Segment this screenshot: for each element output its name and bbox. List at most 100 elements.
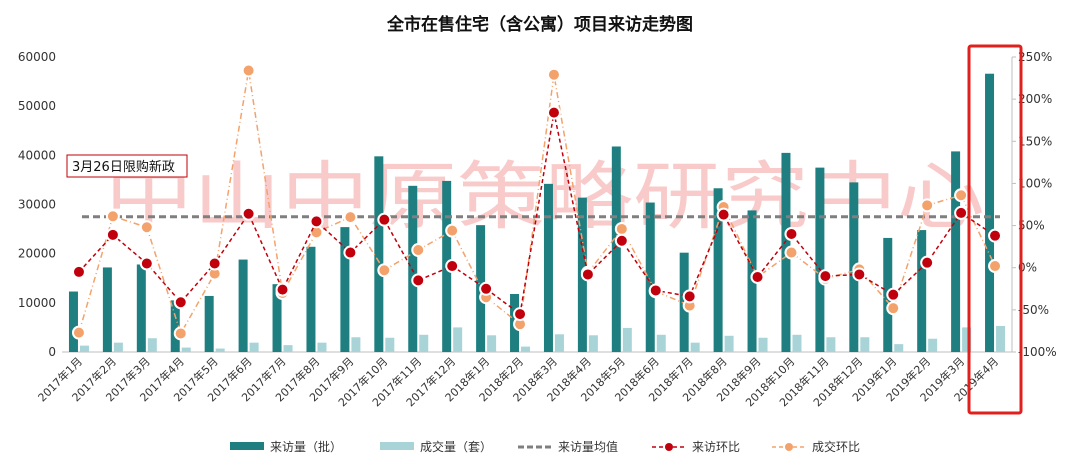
visits-mom-point (988, 228, 1003, 243)
right-tick-label: 0% (1018, 261, 1037, 275)
deals-bar (419, 334, 429, 352)
deals-bar (385, 337, 395, 352)
legend-label: 成交量（套） (420, 439, 492, 454)
visits-mom-point (105, 227, 120, 242)
visits-bar (68, 291, 78, 352)
visits-bar (611, 146, 621, 352)
visits-mom-point (479, 281, 494, 296)
visits-bar (374, 156, 384, 352)
deals-bar (351, 337, 361, 352)
deals-bar (996, 325, 1006, 352)
deals-bar (283, 345, 293, 352)
visits-mom-point (648, 283, 663, 298)
visits-mom-point (71, 264, 86, 279)
visits-mom-point (954, 205, 969, 220)
visits-mom-point (682, 289, 697, 304)
visits-bar (985, 73, 995, 352)
deals-bar (690, 342, 700, 352)
visits-mom-point (377, 212, 392, 227)
deals-bar (758, 337, 768, 352)
deals-mom-point (954, 188, 969, 203)
deals-bar (588, 335, 598, 352)
visits-mom-point (411, 273, 426, 288)
visits-bar (102, 267, 112, 352)
deals-bar (215, 348, 225, 352)
policy-annotation: 3月26日限购新政 (66, 154, 188, 178)
visits-mom-point (343, 245, 358, 260)
visits-mom-point (139, 256, 154, 271)
left-tick-label: 20000 (18, 247, 56, 261)
deals-mom-point (377, 263, 392, 278)
right-tick-label: 200% (1018, 92, 1052, 106)
visits-mom-point (445, 259, 460, 274)
deals-bar (894, 344, 904, 352)
right-tick-label: 250% (1018, 50, 1052, 64)
deals-bar (962, 327, 972, 352)
deals-mom-point (546, 67, 561, 82)
deals-bar (181, 347, 191, 352)
visits-mom-point (886, 287, 901, 302)
visits-mom-point (173, 295, 188, 310)
visits-bar (136, 264, 146, 352)
legend-swatch (380, 442, 414, 450)
visits-bar (543, 183, 553, 352)
deals-bar (860, 337, 870, 352)
visits-mom-point (546, 105, 561, 120)
deals-mom-point (411, 243, 426, 258)
legend-marker (665, 443, 673, 451)
deals-bar (113, 342, 123, 352)
deals-mom-point (886, 301, 901, 316)
deals-mom-point (784, 245, 799, 260)
category-labels: 2017年1月2017年2月2017年3月2017年4月2017年5月2017年… (35, 354, 1001, 409)
visits-bar (204, 295, 214, 352)
left-tick-label: 50000 (18, 99, 56, 113)
deals-bar (453, 327, 463, 352)
visits-mom-point (852, 267, 867, 282)
visits-bar (306, 246, 316, 352)
deals-mom-point (241, 63, 256, 78)
visits-bar (713, 188, 723, 352)
legend: 来访量（批） 成交量（套） 来访量均值 来访环比 成交环比 (230, 439, 860, 454)
highlight-box (967, 44, 1023, 415)
legend-marker (785, 443, 793, 451)
annotation-box (66, 154, 188, 178)
deals-bar (656, 334, 666, 352)
visits-bar (340, 227, 350, 352)
left-axis: 0 10000 20000 30000 40000 50000 60000 (18, 50, 56, 359)
deals-bar (622, 327, 632, 352)
visits-mom-point (580, 267, 595, 282)
visits-bar (645, 202, 655, 352)
deals-bar (487, 335, 497, 352)
visits-bar (272, 284, 282, 352)
right-tick-label: 100% (1018, 176, 1052, 190)
left-tick-label: 40000 (18, 148, 56, 162)
visits-mom-point (784, 227, 799, 241)
deals-mom-point (920, 198, 935, 213)
deals-bars (79, 325, 1006, 352)
deals-bar (554, 334, 564, 352)
right-axis: -100% -50% 0% 50% 100% 150% 200% 250% (1012, 50, 1057, 359)
deals-mom-point (71, 325, 86, 340)
visits-bar (815, 167, 825, 352)
deals-bar (826, 337, 836, 352)
visits-bar (238, 259, 248, 352)
visits-mom-point (750, 269, 765, 284)
visits-bar (408, 185, 418, 352)
visits-mom-path (78, 112, 996, 316)
deals-mom-point (343, 210, 358, 225)
left-tick-label: 30000 (18, 198, 56, 212)
deals-mom-point (105, 209, 120, 224)
deals-bar (317, 342, 327, 352)
legend-label: 成交环比 (812, 439, 860, 454)
legend-label: 来访环比 (692, 440, 740, 454)
chart-title: 全市在售住宅（含公寓）项目来访走势图 (386, 14, 693, 35)
right-tick-label: -50% (1018, 303, 1049, 317)
right-tick-label: -100% (1018, 345, 1057, 359)
visits-mom-point (818, 269, 833, 284)
deals-bar (792, 334, 802, 352)
deals-bar (147, 338, 157, 352)
deals-mom-point (445, 223, 460, 238)
visits-mom-line (71, 105, 1003, 322)
